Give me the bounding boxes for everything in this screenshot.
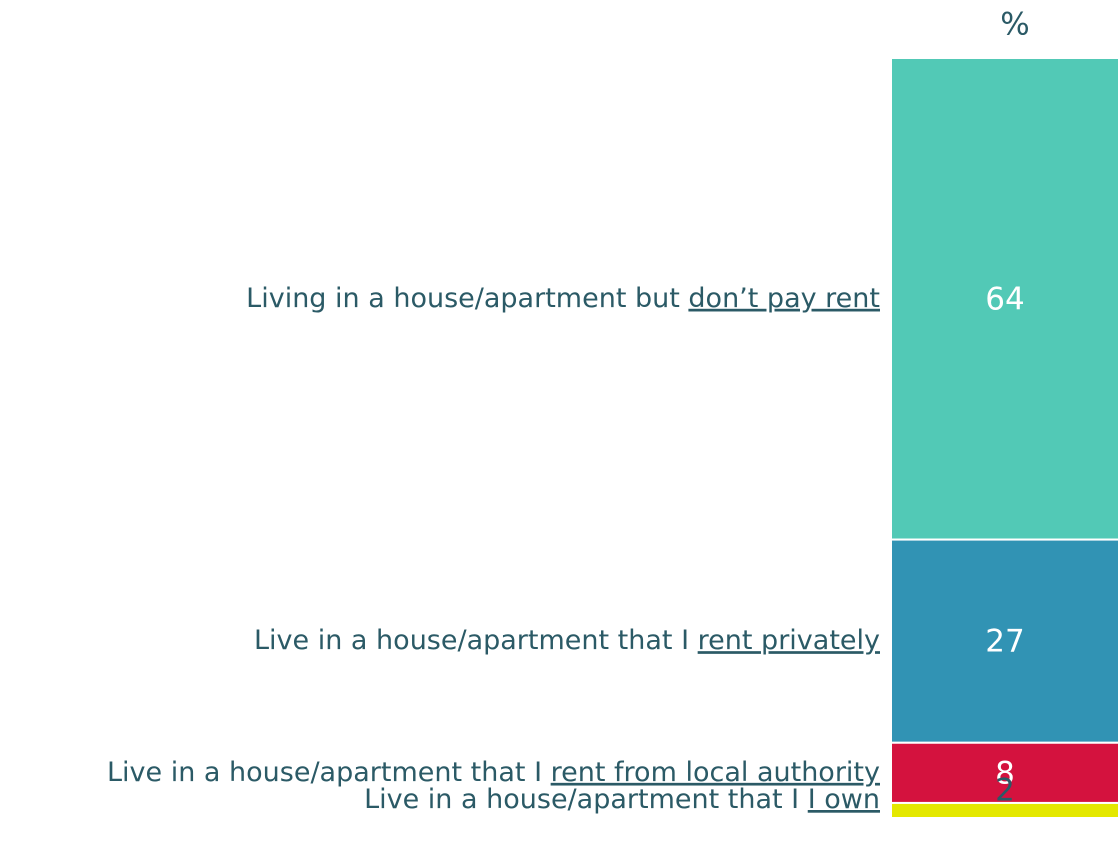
- label-text: Live in a house/apartment that I: [107, 756, 551, 787]
- category-label: Live in a house/apartment that I rent fr…: [107, 756, 880, 787]
- value-label: 64: [985, 281, 1024, 317]
- label-emphasis: rent from local authority: [551, 756, 880, 787]
- label-emphasis: rent privately: [698, 625, 880, 656]
- label-emphasis: I own: [808, 784, 880, 815]
- value-label: 2: [995, 773, 1015, 809]
- label-text: Live in a house/apartment that I: [254, 625, 698, 656]
- bar-segment: [890, 57, 1119, 541]
- bar-segment: [890, 801, 1119, 820]
- bar-segment: [890, 741, 1119, 804]
- unit-label: %: [1000, 7, 1029, 43]
- label-text: Living in a house/apartment but: [246, 282, 688, 313]
- category-label: Live in a house/apartment that I I own: [364, 784, 880, 815]
- bar-segment: [890, 538, 1119, 744]
- value-label: 27: [985, 624, 1024, 660]
- label-text: Live in a house/apartment that I: [364, 784, 808, 815]
- category-label: Living in a house/apartment but don’t pa…: [246, 282, 880, 313]
- category-label: Live in a house/apartment that I rent pr…: [254, 625, 880, 656]
- label-emphasis: don’t pay rent: [688, 282, 880, 313]
- value-label: 8: [995, 755, 1015, 791]
